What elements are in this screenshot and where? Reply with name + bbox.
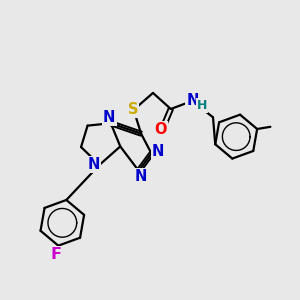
Text: N: N [187, 93, 199, 108]
Text: N: N [103, 110, 116, 125]
Text: F: F [50, 247, 62, 262]
Text: N: N [152, 144, 164, 159]
Text: H: H [196, 99, 207, 112]
Text: N: N [134, 169, 147, 184]
Text: O: O [154, 122, 167, 137]
Text: N: N [87, 157, 100, 172]
Text: S: S [128, 102, 138, 117]
